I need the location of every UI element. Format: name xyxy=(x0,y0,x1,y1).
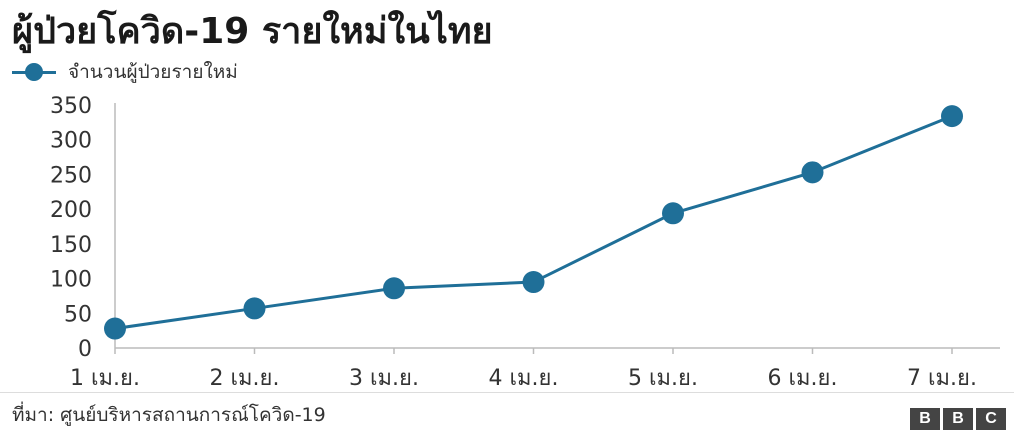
chart-title: ผู้ป่วยโควิด-19 รายใหม่ในไทย xyxy=(12,11,493,52)
data-point xyxy=(941,105,963,128)
y-tick-label: 250 xyxy=(50,163,92,188)
bbc-logo-letter: C xyxy=(976,408,1006,430)
x-tick-label: 6 เม.ย. xyxy=(768,366,838,391)
x-tick-label: 1 เม.ย. xyxy=(70,366,140,391)
chart-legend: จำนวนผู้ป่วยรายใหม่ xyxy=(12,60,238,84)
data-point xyxy=(383,277,405,300)
source-note: ที่มา: ศูนย์บริหารสถานการณ์โควิด-19 xyxy=(12,404,326,426)
data-point xyxy=(522,271,545,294)
data-point xyxy=(104,317,126,340)
series-line xyxy=(114,114,953,331)
y-tick-label: 200 xyxy=(50,198,92,223)
footer-divider xyxy=(0,392,1014,393)
y-tick-label: 350 xyxy=(50,94,92,119)
x-tick-label: 2 เม.ย. xyxy=(210,366,280,391)
x-tick-label: 5 เม.ย. xyxy=(628,366,698,391)
bbc-logo-letter: B xyxy=(943,408,973,430)
x-tick-label: 7 เม.ย. xyxy=(907,366,977,391)
legend-label: จำนวนผู้ป่วยรายใหม่ xyxy=(68,61,238,83)
y-tick-label: 150 xyxy=(50,233,92,258)
data-point xyxy=(243,297,266,320)
y-tick-label: 300 xyxy=(50,129,92,154)
bbc-logo-letter: B xyxy=(910,408,940,430)
data-point xyxy=(801,161,824,184)
y-tick-label: 0 xyxy=(78,337,92,362)
y-tick-label: 50 xyxy=(64,302,92,327)
data-point xyxy=(662,202,684,225)
legend-line-marker-icon xyxy=(12,62,56,82)
y-tick-label: 100 xyxy=(50,268,92,293)
x-tick-label: 4 เม.ย. xyxy=(489,366,559,391)
bbc-logo: B B C xyxy=(910,408,1006,430)
x-tick-label: 3 เม.ย. xyxy=(349,366,419,391)
